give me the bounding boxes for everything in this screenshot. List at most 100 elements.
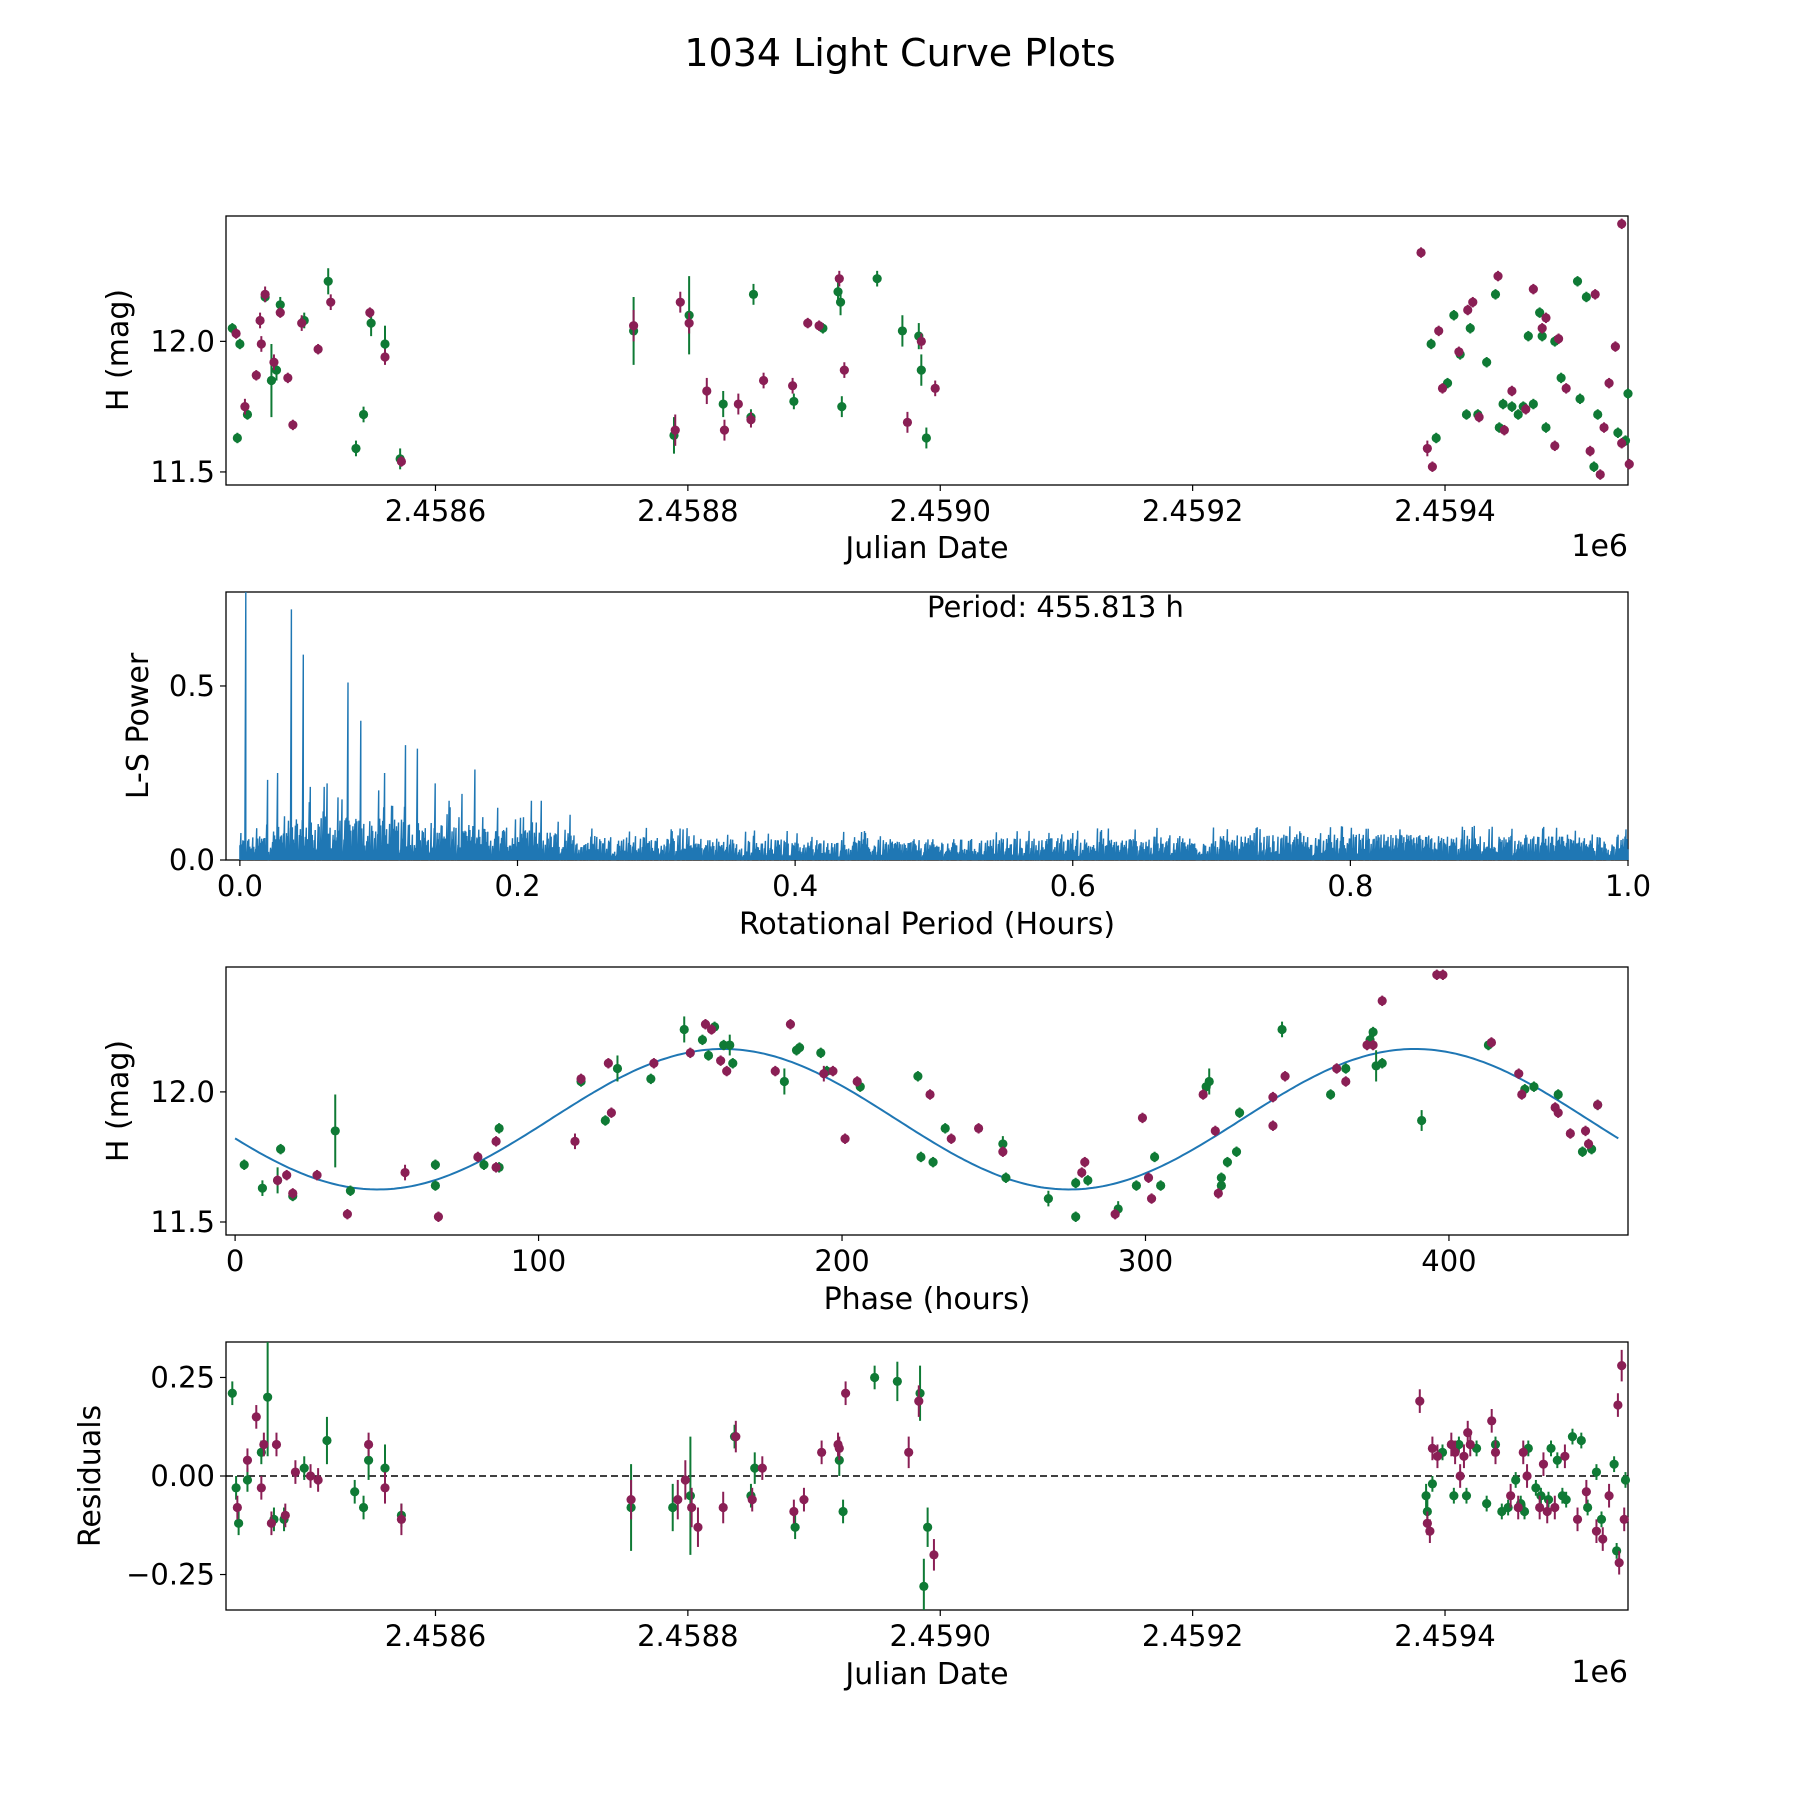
data-point: [1231, 1147, 1242, 1157]
data-point: [814, 321, 824, 331]
data-point: [1461, 409, 1472, 420]
data-point: [323, 276, 333, 286]
data-point: [430, 1180, 440, 1191]
residuals-panel: 2.4586 2.4588 2.4590 2.4592 2.4594 −0.25 0.00 0…: [73, 1341, 1631, 1692]
residuals-ytick-label: 0.00: [150, 1459, 215, 1493]
data-point: [1326, 1089, 1336, 1100]
data-point: [668, 1502, 678, 1513]
data-point: [835, 297, 846, 307]
data-point: [240, 402, 250, 412]
data-point: [1437, 383, 1448, 393]
data-point: [1234, 1108, 1245, 1118]
data-point: [1550, 441, 1560, 451]
data-point: [1580, 1126, 1591, 1136]
residuals-ytick-label: −0.25: [126, 1558, 215, 1592]
data-point: [998, 1139, 1008, 1149]
data-point: [227, 1388, 237, 1398]
lightcurve-xtick-label: 2.4594: [1394, 494, 1495, 528]
data-point: [1620, 1475, 1631, 1485]
data-point: [973, 1123, 984, 1133]
data-point: [1417, 1115, 1427, 1126]
data-point: [1542, 1506, 1552, 1517]
periodogram-panel: 0.0 0.2 0.4 0.6 0.8 1.0 0.0 0.5 Period: 455.813…: [121, 590, 1651, 942]
phased-y-label: H (mag): [101, 1040, 136, 1162]
data-point: [1465, 1439, 1475, 1450]
data-point: [396, 1514, 407, 1524]
data-point: [839, 365, 849, 375]
periodogram-x-label: Rotational Period (Hours): [739, 907, 1115, 942]
data-point: [998, 1147, 1008, 1157]
data-point: [929, 1550, 939, 1560]
data-point: [1537, 331, 1547, 341]
data-point: [716, 1056, 726, 1066]
data-point: [491, 1162, 501, 1172]
data-point: [1465, 323, 1475, 333]
fitted-sine-curve: [234, 1048, 1619, 1191]
phased-panel: 0 100 200 300 400 11.5 12.0 Phase (hours) H (m…: [101, 966, 1629, 1317]
data-point: [473, 1152, 483, 1162]
data-point: [834, 274, 844, 284]
data-point: [626, 1495, 636, 1505]
data-point: [1609, 1459, 1619, 1469]
data-point: [1449, 1491, 1459, 1501]
data-point: [1268, 1092, 1278, 1102]
data-point: [365, 308, 375, 318]
data-point: [746, 415, 756, 425]
data-point: [1421, 1491, 1431, 1501]
data-point: [1550, 1502, 1560, 1513]
data-point: [1604, 1491, 1614, 1501]
periodogram-ytick-label: 0.0: [169, 843, 215, 877]
data-point: [1377, 1058, 1387, 1068]
data-point: [1581, 1487, 1591, 1497]
data-point: [297, 318, 307, 328]
data-point: [789, 1506, 799, 1517]
data-point: [380, 352, 390, 362]
data-point: [725, 1040, 735, 1050]
residuals-y-label: Residuals: [73, 1405, 108, 1547]
data-point: [1216, 1173, 1226, 1183]
data-point: [263, 1392, 273, 1402]
data-point: [606, 1108, 616, 1118]
data-point: [693, 1522, 703, 1532]
data-point: [700, 1019, 711, 1029]
data-point: [232, 1502, 242, 1513]
data-point: [1593, 409, 1603, 420]
data-point: [266, 1518, 277, 1528]
data-point: [1368, 1027, 1378, 1037]
data-point: [1368, 1040, 1378, 1050]
lightcurve-xtick-label: 2.4588: [637, 494, 738, 528]
phased-x-label: Phase (hours): [824, 1282, 1031, 1317]
data-point: [1499, 425, 1509, 435]
data-point: [1543, 1495, 1554, 1505]
data-point: [430, 1160, 440, 1170]
data-point: [235, 339, 245, 349]
phased-ytick-label: 12.0: [150, 1075, 215, 1109]
data-point: [269, 357, 279, 367]
data-point: [1222, 1157, 1233, 1167]
data-point: [758, 375, 769, 386]
periodogram-plot-frame: [225, 591, 1629, 861]
data-point: [612, 1063, 623, 1074]
data-point: [1604, 378, 1614, 388]
data-point: [1523, 331, 1533, 341]
data-point: [1427, 1479, 1438, 1489]
data-point: [1341, 1076, 1351, 1087]
residuals-x-label: Julian Date: [843, 1657, 1008, 1692]
data-point: [1434, 326, 1444, 336]
data-point: [1553, 334, 1564, 344]
data-point: [1455, 1471, 1465, 1481]
data-point: [1535, 308, 1545, 318]
lightcurve-series-filter-B: [231, 218, 1634, 480]
data-point: [1341, 1063, 1351, 1074]
data-point: [834, 1443, 844, 1454]
data-point: [897, 326, 907, 336]
data-point: [380, 1483, 390, 1493]
data-point: [757, 1463, 767, 1473]
data-point: [706, 1024, 717, 1035]
data-point: [1083, 1175, 1093, 1185]
data-point: [803, 318, 813, 328]
data-point: [242, 1455, 253, 1465]
residuals-xtick-label: 2.4586: [385, 1619, 486, 1653]
lightcurve-xtick-label: 2.4590: [890, 494, 991, 528]
data-point: [902, 417, 913, 427]
